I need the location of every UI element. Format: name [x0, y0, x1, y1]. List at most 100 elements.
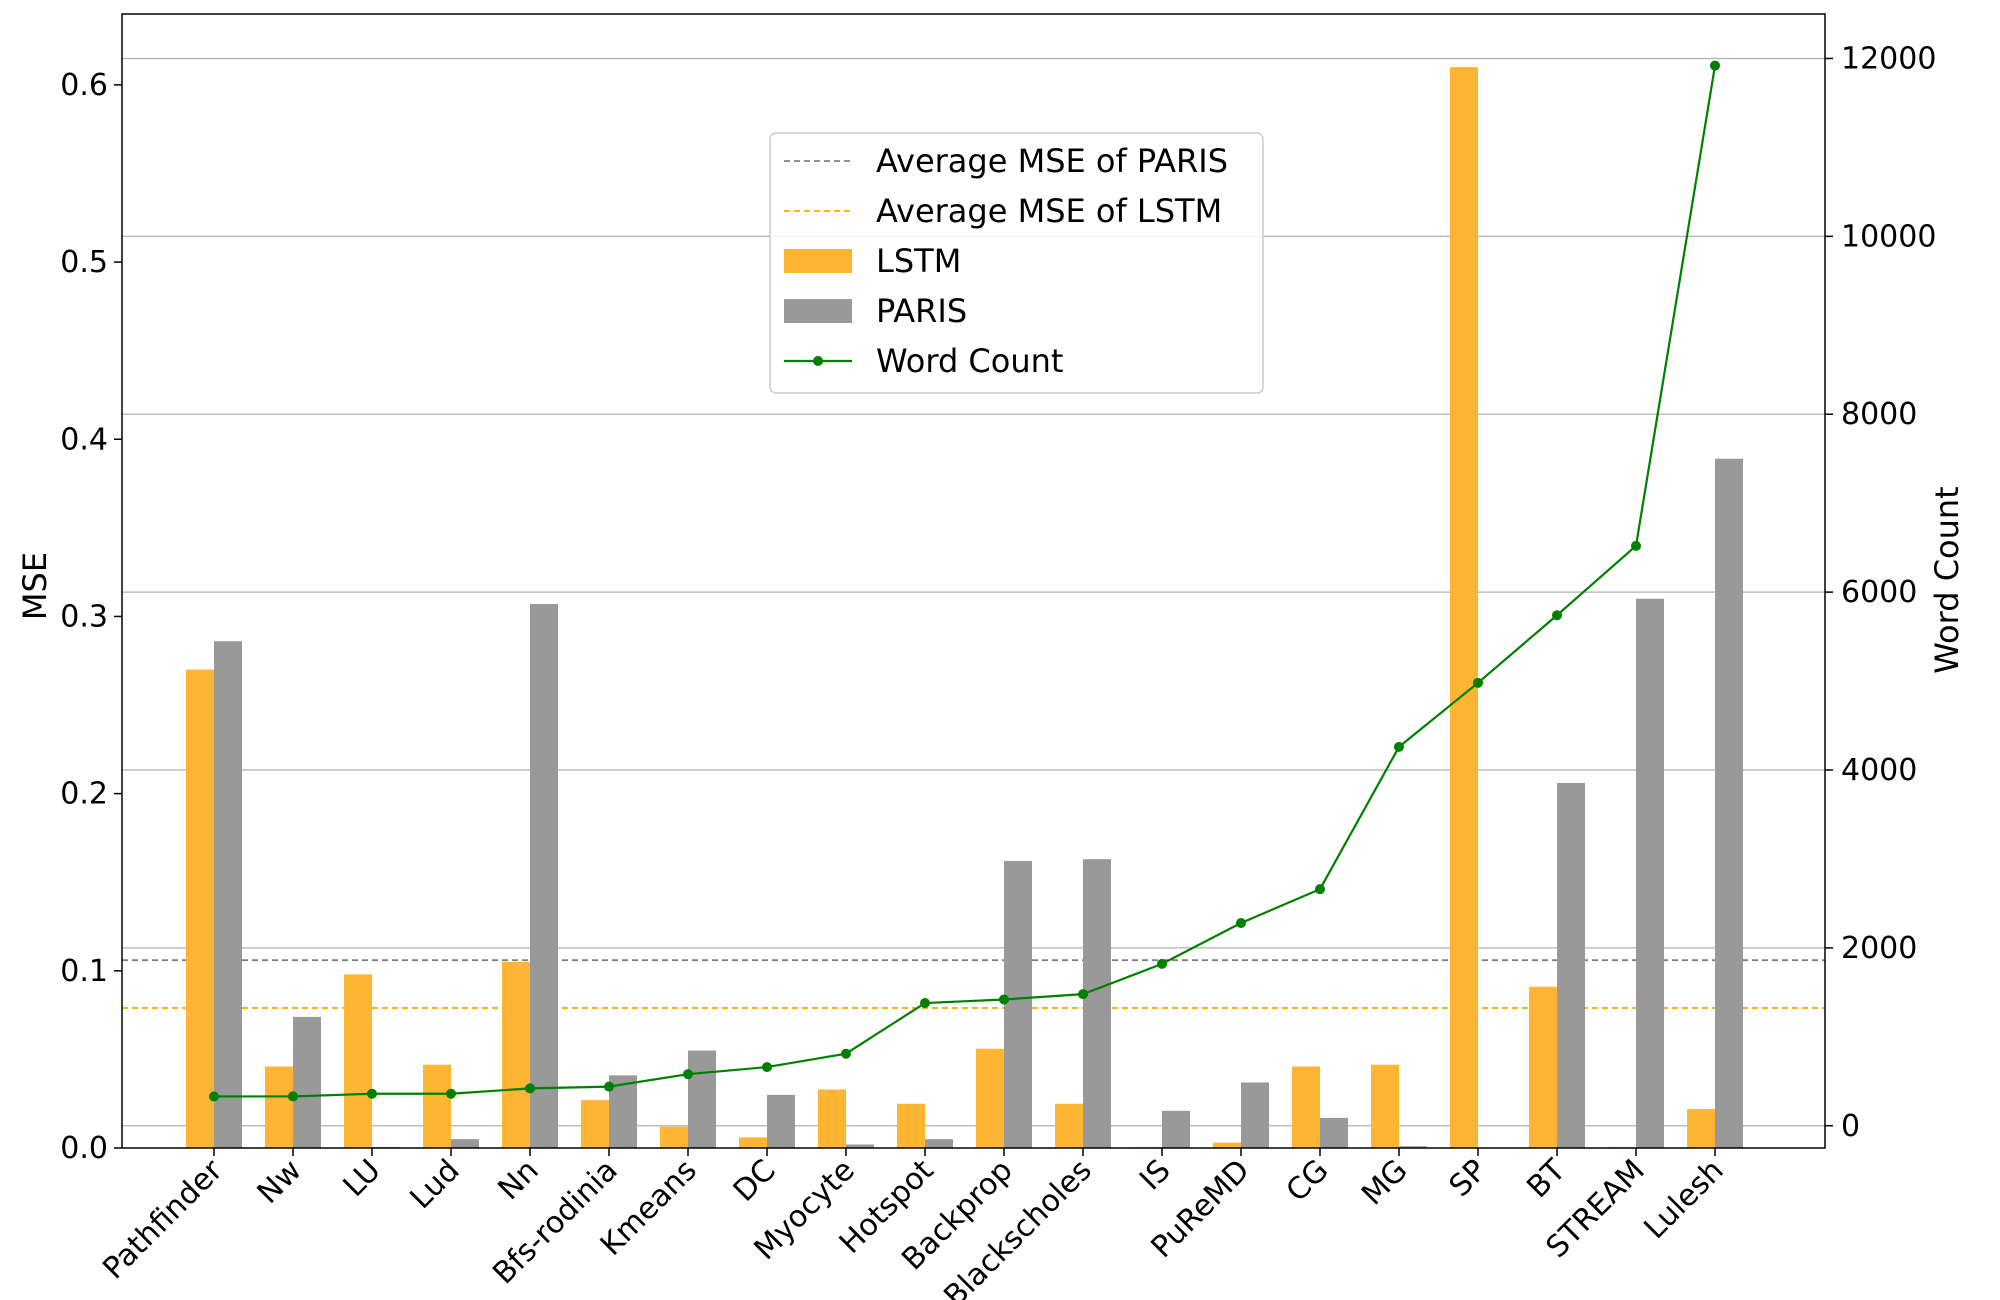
word-count-point	[288, 1091, 298, 1102]
bar-lstm	[1055, 1103, 1083, 1148]
y-tick-label: 0.0	[60, 1131, 108, 1166]
bar-lstm	[897, 1103, 925, 1148]
x-tick-label: IS	[1133, 1153, 1177, 1197]
word-count-point	[525, 1083, 535, 1094]
bar-lstm	[1371, 1064, 1399, 1148]
y-tick-label: 0.5	[60, 245, 108, 280]
bar-lstm	[265, 1066, 293, 1148]
bar-lstm	[1450, 67, 1478, 1148]
word-count-point	[1473, 677, 1483, 688]
y-tick-label: 0.1	[60, 954, 108, 989]
bar-lstm	[1292, 1066, 1320, 1148]
legend: Average MSE of PARIS Average MSE of LSTM L…	[769, 132, 1264, 394]
x-tick-label: LU	[337, 1153, 388, 1204]
bar-lstm	[739, 1137, 767, 1148]
word-count-point	[1710, 60, 1720, 71]
bar-paris	[1162, 1110, 1190, 1148]
bar-paris	[688, 1050, 716, 1148]
bar-paris	[1557, 782, 1585, 1148]
bar-paris	[1636, 598, 1664, 1148]
legend-swatch	[784, 249, 852, 273]
x-tick-label: MG	[1355, 1153, 1414, 1212]
x-tick-label: Nn	[492, 1153, 546, 1207]
word-count-point	[604, 1081, 614, 1092]
y2-tick-label: 10000	[1841, 219, 1936, 254]
bar-paris	[1241, 1082, 1269, 1148]
y-tick-label: 0.2	[60, 777, 108, 812]
left-axis-ticks: 0.0 0.1 0.2 0.3 0.4 0.5 0.6	[60, 68, 122, 1166]
word-count-point	[1236, 917, 1246, 928]
legend-label: Average MSE of PARIS	[876, 142, 1228, 180]
bar-lstm	[186, 669, 214, 1148]
x-tick-label: CG	[1280, 1153, 1336, 1209]
word-count-point	[1631, 540, 1641, 551]
y2-tick-label: 12000	[1841, 41, 1936, 76]
bar-paris	[293, 1016, 321, 1148]
bar-paris	[1399, 1146, 1427, 1148]
bar-paris	[214, 641, 242, 1148]
x-tick-label: DC	[727, 1153, 783, 1209]
bar-paris	[1715, 458, 1743, 1149]
x-tick-label: Lulesh	[1638, 1153, 1731, 1246]
x-tick-label: Lud	[404, 1153, 467, 1216]
y-tick-label: 0.3	[60, 599, 108, 634]
legend-swatch	[784, 299, 852, 323]
y-tick-label: 0.6	[60, 68, 108, 103]
bar-lstm	[818, 1089, 846, 1148]
legend-label: PARIS	[876, 292, 967, 330]
word-count-point	[1394, 741, 1404, 752]
y2-tick-label: 2000	[1841, 931, 1917, 966]
word-count-point	[209, 1091, 219, 1102]
word-count-point	[1078, 989, 1088, 1000]
bar-lstm	[976, 1048, 1004, 1148]
bar-lstm	[1213, 1142, 1241, 1148]
bar-paris	[530, 604, 558, 1148]
bar-paris	[925, 1139, 953, 1148]
legend-label: Average MSE of LSTM	[876, 192, 1222, 230]
legend-marker	[813, 356, 823, 366]
x-tick-label: Nw	[251, 1153, 309, 1211]
y-axis-label: MSE	[16, 552, 54, 620]
average-lines	[122, 959, 1825, 1009]
word-count-point	[920, 998, 930, 1009]
bar-lstm	[502, 961, 530, 1148]
y2-axis-label: Word Count	[1928, 486, 1966, 673]
word-count-point	[683, 1069, 693, 1080]
bar-lstm	[581, 1100, 609, 1148]
word-count-point	[762, 1062, 772, 1073]
bar-lstm	[660, 1126, 688, 1148]
x-tick-label: BT	[1520, 1152, 1573, 1205]
y2-tick-label: 0	[1841, 1109, 1860, 1144]
bar-paris	[1004, 860, 1032, 1148]
legend-label: Word Count	[876, 342, 1063, 380]
bar-paris	[451, 1139, 479, 1148]
right-axis-ticks: 0 2000 4000 6000 8000 10000 12000	[1825, 41, 1936, 1144]
y-tick-label: 0.4	[60, 422, 108, 457]
bar-paris	[767, 1094, 795, 1148]
y2-tick-label: 8000	[1841, 397, 1917, 432]
word-count-point	[367, 1088, 377, 1099]
y2-tick-label: 6000	[1841, 575, 1917, 610]
plot-frame	[121, 13, 1826, 1149]
word-count-point	[999, 994, 1009, 1005]
x-tick-label: SP	[1443, 1153, 1494, 1204]
bar-lstm	[423, 1064, 451, 1148]
y2-tick-label: 4000	[1841, 753, 1917, 788]
word-count-point	[446, 1088, 456, 1099]
word-count-polyline	[214, 65, 1717, 1098]
bar-lstm	[344, 974, 372, 1148]
bar-lstm	[1529, 986, 1557, 1148]
word-count-point	[1157, 958, 1167, 969]
bar-paris	[1320, 1117, 1348, 1148]
legend-box	[769, 132, 1264, 394]
bar-paris	[1083, 859, 1111, 1148]
word-count-line	[209, 60, 1720, 1102]
legend-label: LSTM	[876, 242, 961, 280]
word-count-point	[1552, 610, 1562, 621]
bars	[186, 67, 1743, 1149]
x-tick-label: Pathfinder	[96, 1152, 230, 1286]
word-count-point	[841, 1048, 851, 1059]
word-count-point	[1315, 884, 1325, 895]
